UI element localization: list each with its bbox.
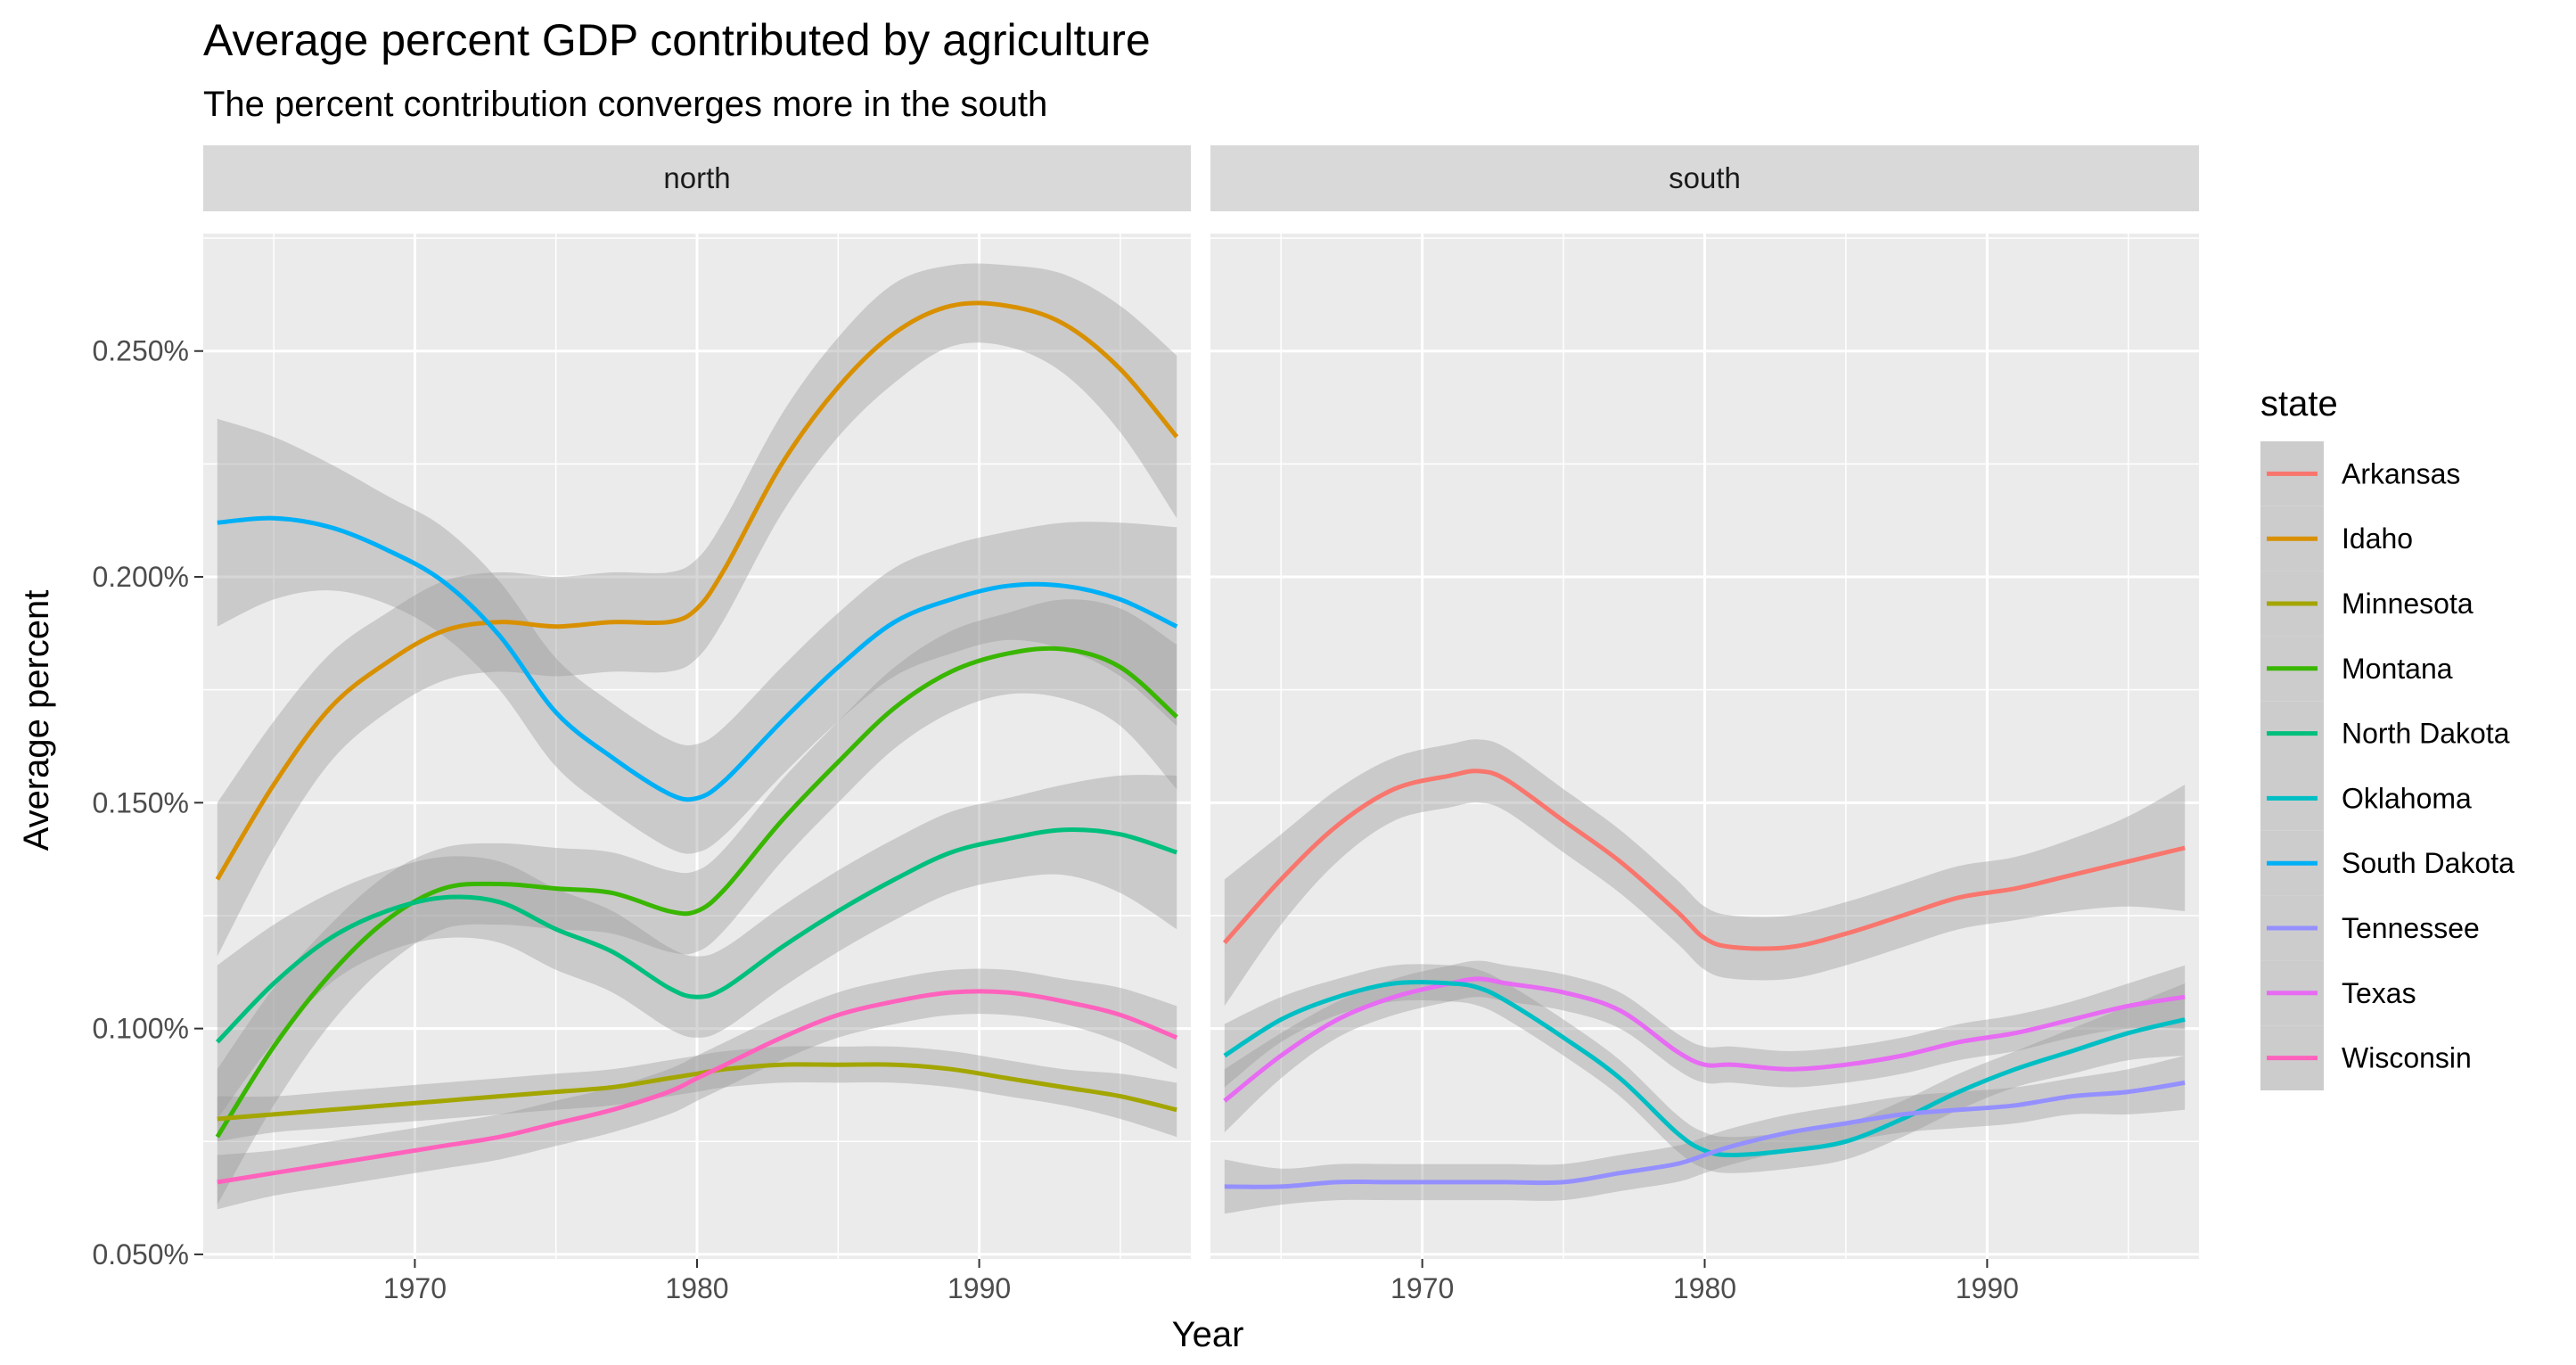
strip-north [203, 145, 1191, 211]
chart-title: Average percent GDP contributed by agric… [203, 15, 1151, 65]
band-arkansas [1224, 739, 2186, 1007]
x-tick-label: 1980 [665, 1272, 728, 1304]
panel-south: south 1970 1980 1990 [1210, 145, 2199, 1304]
legend-item-oklahoma: Oklahoma [2260, 766, 2472, 831]
legend: state Arkansas Idaho Minnesota Montana North… [2260, 384, 2514, 1090]
y-tick-label: 0.100% [92, 1013, 189, 1045]
x-tick-label: 1980 [1673, 1272, 1736, 1304]
legend-item-idaho: Idaho [2260, 506, 2413, 571]
legend-item-texas: Texas [2260, 960, 2416, 1026]
series-lines [1222, 769, 2186, 1189]
legend-item-north-dakota: North Dakota [2260, 701, 2510, 766]
legend-label-south-dakota: South Dakota [2342, 847, 2514, 879]
legend-label-montana: Montana [2342, 653, 2453, 685]
gridlines [203, 234, 1191, 1259]
y-tick-label: 0.250% [92, 335, 189, 367]
band-wisconsin [217, 968, 1177, 1210]
legend-label-wisconsin: Wisconsin [2342, 1042, 2472, 1074]
band-south-dakota [217, 418, 1177, 854]
x-tick-label: 1970 [1391, 1272, 1454, 1304]
series-line-tennessee [1224, 1080, 2186, 1189]
x-axis-title: Year [1172, 1315, 1244, 1354]
series-lines [215, 300, 1179, 1185]
x-tick-label: 1970 [383, 1272, 447, 1304]
series-line-wisconsin [217, 989, 1178, 1185]
strip-south [1210, 145, 2199, 211]
strip-label-south: south [1669, 161, 1741, 194]
x-axis-south: 1970 1980 1990 [1391, 1259, 2019, 1304]
series-line-montana [215, 645, 1178, 1139]
legend-label-oklahoma: Oklahoma [2342, 782, 2472, 814]
series-line-south-dakota [217, 515, 1178, 802]
panel-north: north 1970 1980 1990 [203, 145, 1191, 1304]
legend-item-wisconsin: Wisconsin [2260, 1025, 2472, 1090]
band-montana [217, 599, 1177, 1205]
series-line-oklahoma [1223, 980, 2186, 1157]
strip-label-north: north [663, 161, 730, 194]
legend-label-arkansas: Arkansas [2342, 457, 2460, 489]
legend-title: state [2260, 384, 2338, 423]
y-axis: 0.050% 0.100% 0.150% 0.200% 0.250% [92, 335, 203, 1270]
y-tick-label: 0.150% [92, 786, 189, 818]
y-tick-label: 0.200% [92, 561, 189, 593]
legend-item-minnesota: Minnesota [2260, 571, 2473, 637]
series-line-north-dakota [216, 827, 1177, 1044]
band-north-dakota [217, 775, 1177, 1119]
legend-label-tennessee: Tennessee [2342, 912, 2480, 944]
legend-label-idaho: Idaho [2342, 522, 2413, 555]
chart-subtitle: The percent contribution converges more … [203, 85, 1047, 124]
legend-label-north-dakota: North Dakota [2342, 718, 2510, 750]
x-tick-label: 1990 [1956, 1272, 2019, 1304]
legend-item-south-dakota: South Dakota [2260, 830, 2514, 896]
legend-item-arkansas: Arkansas [2260, 441, 2460, 506]
x-axis-north: 1970 1980 1990 [383, 1259, 1011, 1304]
y-tick-label: 0.050% [92, 1238, 189, 1270]
legend-item-tennessee: Tennessee [2260, 895, 2480, 961]
band-oklahoma [1224, 964, 2186, 1173]
series-line-minnesota [217, 1062, 1177, 1122]
legend-label-minnesota: Minnesota [2342, 588, 2473, 620]
legend-item-montana: Montana [2260, 636, 2453, 702]
series-line-idaho [215, 300, 1179, 881]
y-axis-title: Average percent [17, 590, 56, 851]
legend-label-texas: Texas [2342, 977, 2416, 1009]
gridlines [1210, 234, 2199, 1259]
band-tennessee [1224, 1056, 2186, 1214]
series-line-arkansas [1222, 769, 2186, 951]
x-tick-label: 1990 [948, 1272, 1011, 1304]
confidence-bands [1224, 739, 2186, 1214]
panels: north 1970 1980 1990 south 1970 1980 1990 [203, 145, 2199, 1304]
band-texas [1224, 960, 2186, 1133]
band-minnesota [217, 1046, 1177, 1142]
series-line-texas [1223, 976, 2186, 1103]
